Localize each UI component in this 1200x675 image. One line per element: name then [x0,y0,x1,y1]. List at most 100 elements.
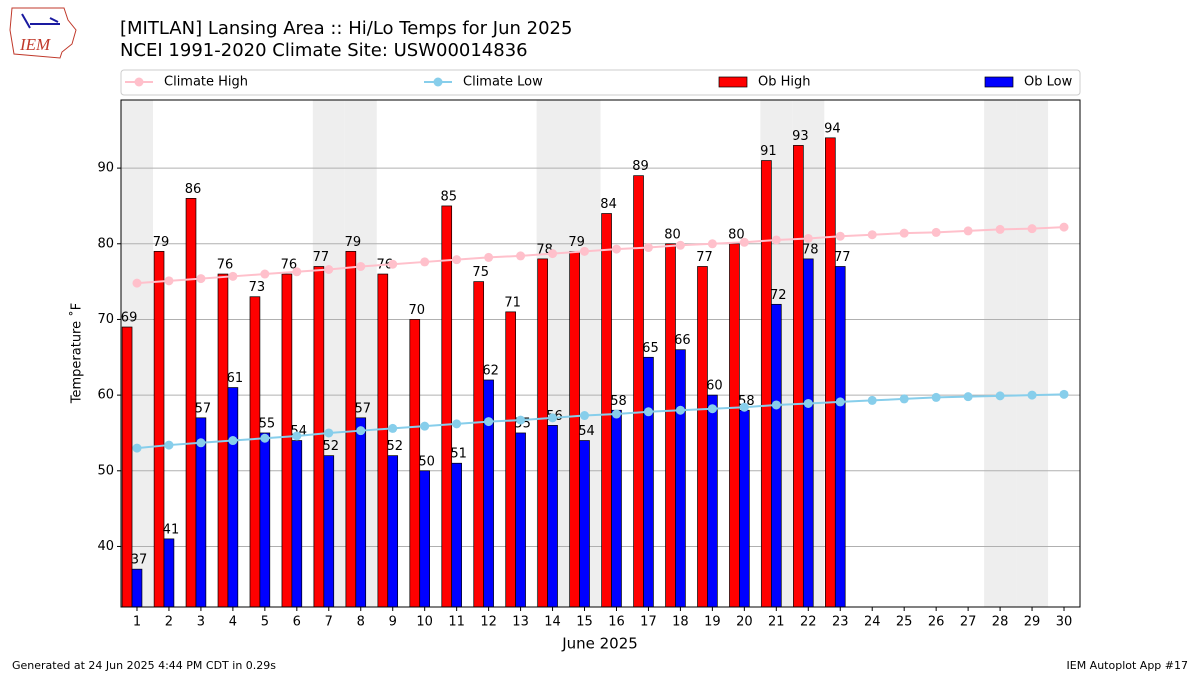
value-label: 80 [728,227,745,242]
point [548,413,558,423]
point [292,267,302,277]
value-label: 71 [504,295,521,310]
x-tick-label: 17 [640,615,657,630]
value-label: 77 [696,250,713,265]
x-tick-label: 21 [768,615,785,630]
value-label: 55 [259,416,276,431]
x-tick-label: 22 [800,615,817,630]
value-label: 77 [834,250,851,265]
value-label: 58 [610,394,627,409]
x-axis-label: June 2025 [561,635,638,653]
x-tick-label: 20 [736,615,753,630]
value-label: 79 [153,235,170,250]
line [136,393,1065,450]
value-label: 66 [674,333,691,348]
bar [729,243,740,608]
point [963,226,973,236]
point [356,426,366,436]
point [931,227,941,237]
value-label: 52 [386,439,403,454]
y-tick-label: 70 [97,312,114,327]
point [484,417,494,427]
value-label: 60 [706,379,723,394]
point [324,265,334,275]
point [771,400,781,410]
value-label: 86 [185,182,202,197]
point [611,409,621,419]
x-tick-label: 19 [704,615,721,630]
value-label: 54 [578,424,595,439]
point [835,231,845,241]
bar [441,205,453,608]
point [867,395,877,405]
point [196,274,206,284]
bar [419,470,430,608]
point [580,246,590,256]
point [548,249,558,259]
point [388,423,398,433]
point [196,438,206,448]
value-label: 62 [482,363,499,378]
x-tick-label: 10 [416,615,433,630]
value-label: 72 [770,288,787,303]
x-tick-label: 16 [608,615,625,630]
bar [345,250,357,608]
point [228,436,238,446]
bar [643,356,654,608]
legend-label: Ob High [758,75,811,90]
x-tick-label: 2 [165,615,173,630]
x-tick-label: 1 [133,615,141,630]
x-tick-label: 4 [229,615,237,630]
bar [259,432,271,608]
point [580,411,590,421]
bar [323,455,335,608]
point [611,244,621,254]
legend-marker [433,77,443,87]
point [931,392,941,402]
point [739,237,749,247]
value-label: 94 [824,121,841,136]
y-tick-label: 60 [97,388,114,403]
point [771,235,781,245]
bar [707,394,718,608]
point [420,257,430,267]
point [867,230,877,240]
bar [281,273,293,608]
logo-icon [21,13,60,29]
bar [355,417,367,608]
bar [451,462,462,608]
bar [761,160,772,608]
point [739,402,749,412]
value-label: 79 [568,235,585,250]
bar [579,440,590,608]
legend-marker [134,77,144,87]
value-label: 65 [642,341,659,356]
point [260,433,270,443]
bar [537,258,548,608]
point [675,240,685,250]
bar [697,266,708,608]
legend-label: Climate High [164,75,248,90]
value-label: 93 [792,129,809,144]
point [707,404,717,414]
value-label: 89 [632,159,649,174]
point [164,276,174,286]
bar [131,568,143,608]
y-tick-label: 80 [97,236,114,251]
value-label: 76 [217,258,234,273]
bar [793,145,804,608]
point [899,228,909,238]
value-label: 52 [323,439,340,454]
bar [633,175,644,608]
weekend-shade [1016,100,1049,607]
x-tick-label: 12 [480,615,497,630]
x-tick-label: 9 [389,615,397,630]
value-label: 85 [440,189,457,204]
value-label: 79 [345,235,362,250]
point [388,259,398,269]
x-tick-label: 6 [293,615,301,630]
point [260,269,270,279]
value-label: 70 [409,303,426,318]
bar [227,387,239,608]
value-label: 57 [354,401,371,416]
